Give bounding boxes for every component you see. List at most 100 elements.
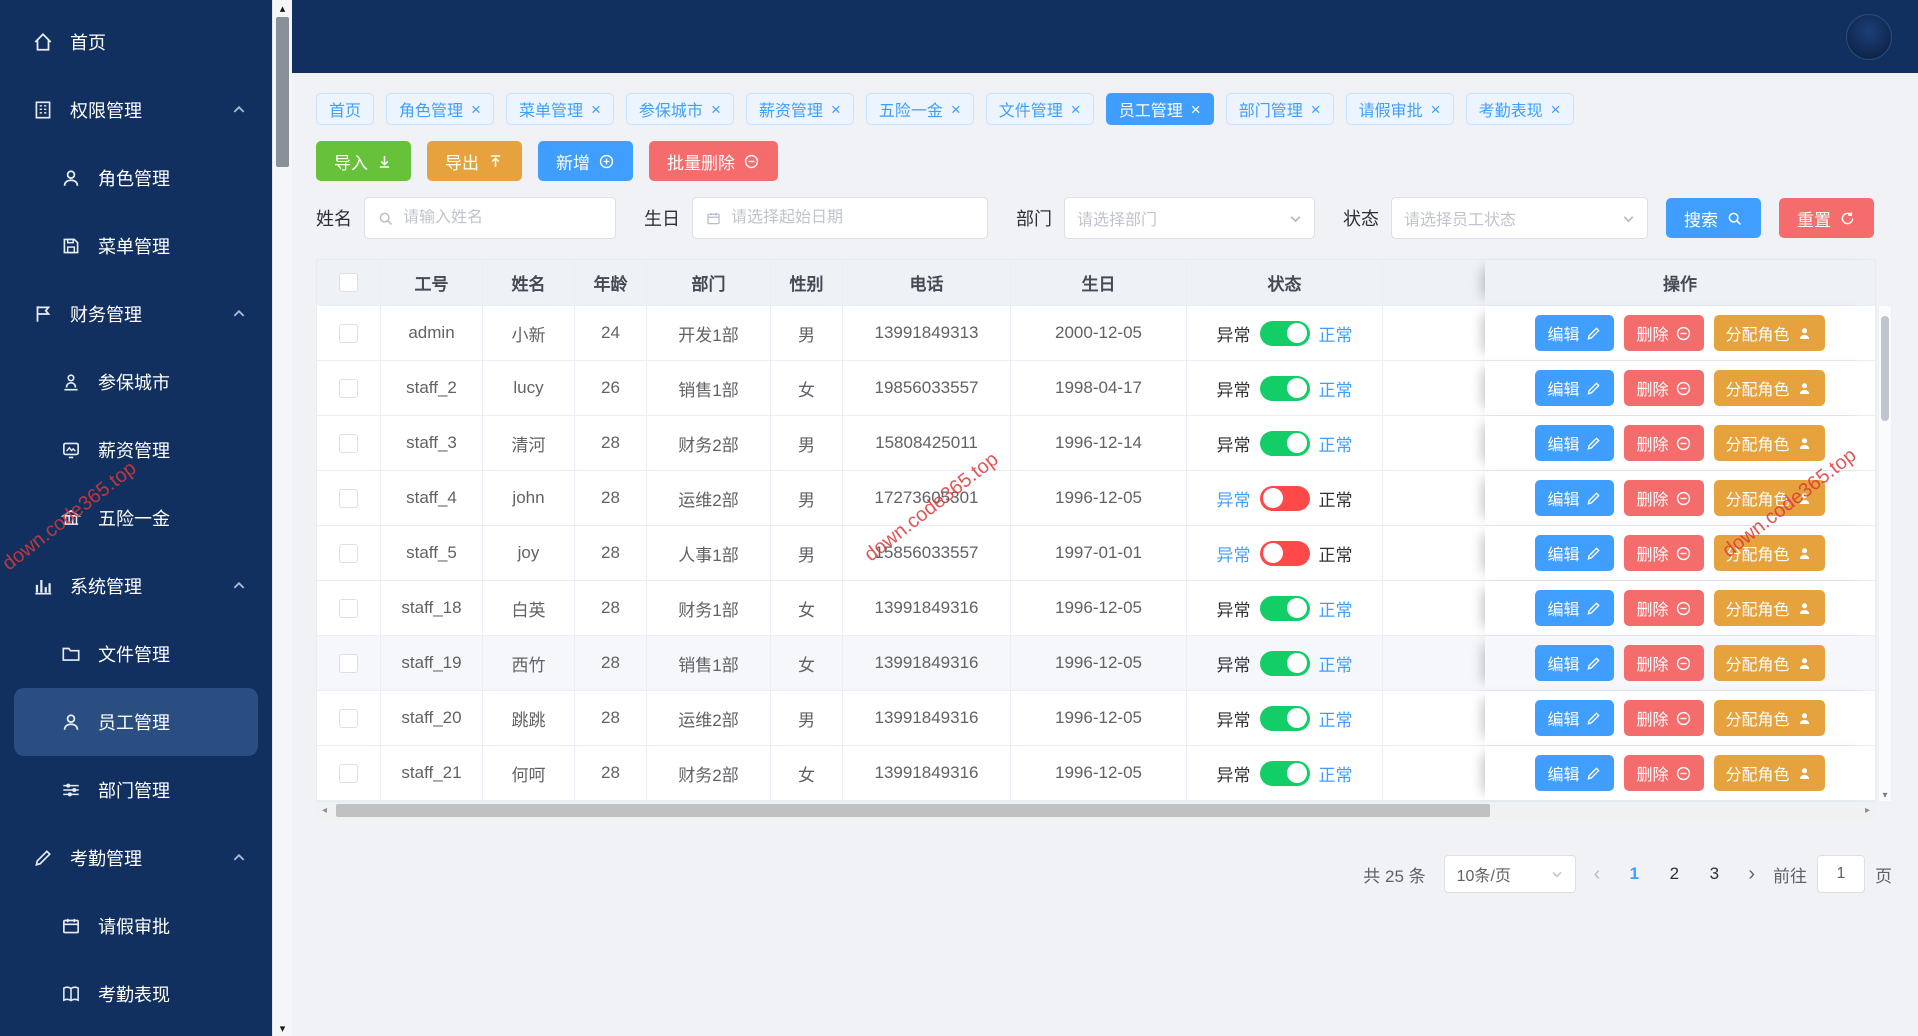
status-toggle[interactable] — [1259, 595, 1310, 621]
delete-button[interactable]: 删除 — [1624, 755, 1704, 791]
close-icon[interactable]: × — [950, 99, 961, 119]
edit-button[interactable]: 编辑 — [1535, 645, 1615, 681]
import-button[interactable]: 导入 — [316, 141, 411, 181]
table-horizontal-scrollbar-thumb[interactable] — [336, 804, 1491, 817]
scroll-left-arrow-icon[interactable]: ◂ — [321, 805, 328, 816]
delete-button[interactable]: 删除 — [1624, 370, 1704, 406]
assign-role-button[interactable]: 分配角色 — [1713, 535, 1825, 571]
edit-button[interactable]: 编辑 — [1535, 425, 1615, 461]
close-icon[interactable]: × — [1190, 99, 1201, 119]
assign-role-button[interactable]: 分配角色 — [1713, 645, 1825, 681]
tab-employee-management[interactable]: 员工管理 × — [1105, 93, 1214, 125]
assign-role-button[interactable]: 分配角色 — [1713, 700, 1825, 736]
sidebar-item-role-management[interactable]: 角色管理 — [0, 144, 272, 212]
tab-attendance-performance[interactable]: 考勤表现 × — [1465, 93, 1574, 125]
select-all-checkbox[interactable] — [339, 273, 358, 292]
sidebar-scrollbar[interactable]: ▴ ▾ — [272, 0, 292, 1036]
delete-button[interactable]: 删除 — [1624, 425, 1704, 461]
status-toggle[interactable] — [1259, 375, 1310, 401]
sidebar-item-insured-city[interactable]: 参保城市 — [0, 348, 272, 416]
row-checkbox[interactable] — [339, 378, 358, 398]
prev-page-button[interactable]: ‹ — [1593, 862, 1601, 885]
row-checkbox[interactable] — [339, 708, 358, 728]
sidebar-group-attendance[interactable]: 考勤管理 — [0, 824, 272, 892]
sidebar-item-menu-management[interactable]: 菜单管理 — [0, 212, 272, 280]
add-button[interactable]: 新增 — [538, 141, 633, 181]
delete-button[interactable]: 删除 — [1624, 315, 1704, 351]
sidebar-item-file-management[interactable]: 文件管理 — [0, 620, 272, 688]
avatar[interactable] — [1846, 13, 1892, 60]
scroll-up-arrow-icon[interactable]: ▴ — [279, 2, 286, 15]
page-size-select[interactable]: 10条/页 — [1443, 855, 1576, 893]
sidebar-group-finance[interactable]: 财务管理 — [0, 280, 272, 348]
goto-page-input[interactable] — [1817, 855, 1865, 893]
sidebar-group-permissions[interactable]: 权限管理 — [0, 76, 272, 144]
sidebar-item-five-insurance[interactable]: 五险一金 — [0, 484, 272, 552]
sidebar-item-department-management[interactable]: 部门管理 — [0, 756, 272, 824]
edit-button[interactable]: 编辑 — [1535, 535, 1615, 571]
delete-button[interactable]: 删除 — [1624, 590, 1704, 626]
row-checkbox[interactable] — [339, 543, 358, 563]
birthday-input[interactable] — [731, 209, 975, 227]
assign-role-button[interactable]: 分配角色 — [1713, 755, 1825, 791]
status-toggle[interactable] — [1259, 320, 1310, 346]
tab-home[interactable]: 首页 — [316, 93, 375, 125]
scroll-right-arrow-icon[interactable]: ▸ — [1864, 805, 1871, 816]
status-toggle[interactable] — [1259, 760, 1310, 786]
page-number[interactable]: 3 — [1709, 864, 1720, 883]
close-icon[interactable]: × — [1550, 99, 1561, 119]
assign-role-button[interactable]: 分配角色 — [1713, 480, 1825, 516]
reset-button[interactable]: 重置 — [1779, 198, 1874, 238]
assign-role-button[interactable]: 分配角色 — [1713, 315, 1825, 351]
page-number[interactable]: 2 — [1669, 864, 1680, 883]
export-button[interactable]: 导出 — [427, 141, 522, 181]
tab-salary-management[interactable]: 薪资管理 × — [745, 93, 854, 125]
sidebar-item-leave-approval[interactable]: 请假审批 — [0, 892, 272, 960]
sidebar-scrollbar-thumb[interactable] — [276, 17, 289, 167]
sidebar-item-attendance-performance[interactable]: 考勤表现 — [0, 960, 272, 1028]
tab-department-management[interactable]: 部门管理 × — [1225, 93, 1334, 125]
sidebar-item-salary-management[interactable]: 薪资管理 — [0, 416, 272, 484]
close-icon[interactable]: × — [590, 99, 601, 119]
delete-button[interactable]: 删除 — [1624, 480, 1704, 516]
status-select[interactable]: 请选择员工状态 — [1391, 197, 1648, 239]
close-icon[interactable]: × — [1310, 99, 1321, 119]
table-vertical-scrollbar-thumb[interactable] — [1881, 316, 1889, 421]
assign-role-button[interactable]: 分配角色 — [1713, 590, 1825, 626]
table-vertical-scrollbar[interactable]: ▾ — [1878, 305, 1892, 802]
next-page-button[interactable]: › — [1748, 862, 1755, 885]
edit-button[interactable]: 编辑 — [1535, 755, 1615, 791]
tab-role-management[interactable]: 角色管理 × — [386, 93, 494, 125]
name-input[interactable] — [403, 209, 603, 227]
close-icon[interactable]: × — [830, 99, 841, 119]
row-checkbox[interactable] — [339, 323, 358, 343]
close-icon[interactable]: × — [471, 99, 481, 119]
edit-button[interactable]: 编辑 — [1535, 480, 1615, 516]
edit-button[interactable]: 编辑 — [1535, 700, 1615, 736]
status-toggle[interactable] — [1259, 540, 1310, 566]
status-toggle[interactable] — [1259, 650, 1310, 676]
edit-button[interactable]: 编辑 — [1535, 315, 1615, 351]
row-checkbox[interactable] — [339, 433, 358, 453]
tab-file-management[interactable]: 文件管理 × — [985, 93, 1094, 125]
edit-button[interactable]: 编辑 — [1535, 370, 1615, 406]
batch-delete-button[interactable]: 批量删除 — [649, 141, 778, 181]
tab-leave-approval[interactable]: 请假审批 × — [1345, 93, 1454, 125]
tab-menu-management[interactable]: 菜单管理 × — [505, 93, 614, 125]
close-icon[interactable]: × — [1070, 99, 1081, 119]
tab-five-insurance[interactable]: 五险一金 × — [865, 93, 974, 125]
delete-button[interactable]: 删除 — [1624, 535, 1704, 571]
sidebar-item-home[interactable]: 首页 — [0, 8, 272, 76]
table-horizontal-scrollbar[interactable]: ◂ ▸ — [316, 802, 1876, 819]
scroll-down-arrow-icon[interactable]: ▾ — [279, 1022, 286, 1035]
status-toggle[interactable] — [1259, 705, 1310, 731]
sidebar-item-employee-management[interactable]: 员工管理 — [14, 688, 258, 756]
delete-button[interactable]: 删除 — [1624, 645, 1704, 681]
row-checkbox[interactable] — [339, 598, 358, 618]
close-icon[interactable]: × — [1430, 99, 1441, 119]
close-icon[interactable]: × — [710, 99, 721, 119]
row-checkbox[interactable] — [339, 488, 358, 508]
search-button[interactable]: 搜索 — [1666, 198, 1761, 238]
tab-insured-city[interactable]: 参保城市 × — [625, 93, 734, 125]
dept-select[interactable]: 请选择部门 — [1064, 197, 1315, 239]
